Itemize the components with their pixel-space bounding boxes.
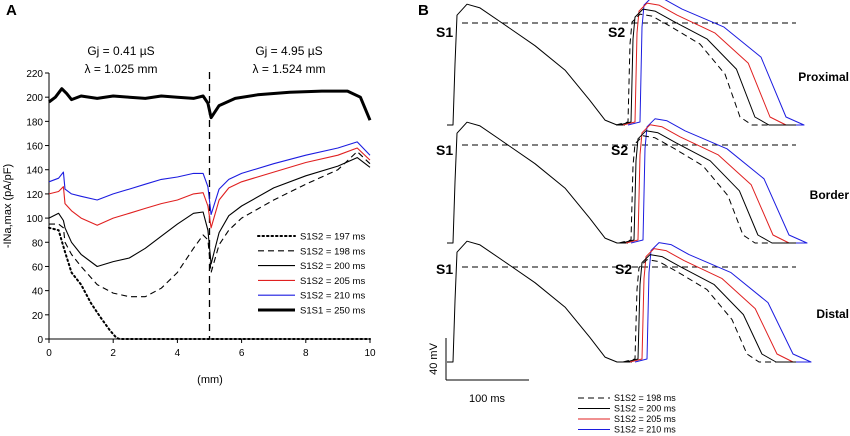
panel-a-label: A — [6, 2, 17, 19]
a-x-tick-label: 6 — [239, 348, 245, 359]
a-y-tick-label: 120 — [26, 190, 43, 201]
b-s2-label: S2 — [615, 261, 632, 277]
a-right-gj: Gj = 4.95 µS — [255, 44, 322, 58]
b-s2-trace-1 — [621, 130, 796, 244]
b-s2-label: S2 — [608, 24, 625, 40]
a-legend-label: S1S2 = 205 ms — [300, 276, 365, 287]
b-scale-time: 100 ms — [469, 393, 506, 405]
a-series-group — [48, 87, 372, 340]
b-s1-trace — [447, 3, 625, 126]
a-y-tick-label: 80 — [32, 238, 44, 249]
a-x-ticks: 0 2 4 6 8 10 — [46, 339, 376, 359]
b-s1-label: S1 — [436, 142, 453, 158]
a-right-lambda: λ = 1.524 mm — [252, 62, 325, 76]
a-legend-label: S1S2 = 197 ms — [300, 232, 365, 243]
a-y-ticks: 0 20 40 60 80 100 120 140 160 180 200 220 — [26, 69, 49, 346]
b-s2-trace-0 — [615, 13, 796, 126]
a-y-tick-label: 40 — [32, 287, 44, 298]
a-y-tick-label: 60 — [32, 262, 44, 273]
b-s1-label: S1 — [436, 24, 453, 40]
b-s1-label: S1 — [436, 261, 453, 277]
b-s2-trace-3 — [630, 118, 808, 244]
b-legend-label: S1S2 = 205 ms — [614, 414, 676, 424]
a-left-gj: Gj = 0.41 µS — [87, 44, 154, 58]
b-scale-voltage: 40 mV — [428, 342, 440, 374]
a-y-label: -INa,max (pA/pF) — [2, 164, 14, 248]
b-s1-trace — [447, 240, 632, 363]
a-left-lambda: λ = 1.025 mm — [84, 62, 157, 76]
a-y-tick-label: 180 — [26, 117, 43, 128]
a-series-line-3 — [48, 147, 371, 229]
b-s2-trace-0 — [622, 259, 796, 363]
panel-a: A 0 20 40 60 80 100 120 140 160 180 200 220 0 2 4 6 8 10… — [2, 2, 376, 386]
b-s2-trace-3 — [627, 0, 805, 126]
b-row-label: Distal — [816, 307, 849, 321]
a-series-line-0 — [48, 226, 371, 340]
a-y-tick-label: 140 — [26, 166, 43, 177]
a-y-tick-label: 0 — [37, 335, 43, 346]
a-x-tick-label: 4 — [175, 348, 181, 359]
a-legend: S1S2 = 197 ms S1S2 = 198 ms S1S2 = 200 ms S… — [257, 232, 365, 317]
a-y-tick-label: 20 — [32, 311, 44, 322]
panel-b-label: B — [418, 2, 429, 19]
b-s2-trace-1 — [618, 8, 796, 126]
a-x-tick-label: 2 — [110, 348, 116, 359]
b-s2-trace-1 — [625, 254, 796, 363]
a-x-tick-label: 10 — [364, 348, 376, 359]
b-row-label: Proximal — [798, 70, 849, 84]
panel-b: B S1 S2 Proximal S1 S2 Border S1 S2 Distal 40 mV… — [418, 0, 849, 435]
b-s2-label: S2 — [611, 142, 628, 158]
b-s2-trace-2 — [629, 248, 796, 363]
b-s2-trace-0 — [618, 135, 796, 244]
a-y-tick-label: 200 — [26, 93, 43, 104]
b-row-label: Border — [810, 188, 850, 202]
a-legend-label: S1S2 = 200 ms — [300, 261, 365, 272]
a-series-line-5 — [48, 87, 372, 121]
b-legend-label: S1S2 = 200 ms — [614, 404, 676, 414]
b-s2-trace-2 — [622, 2, 796, 126]
b-legend-label: S1S2 = 198 ms — [614, 393, 676, 403]
a-x-label: (mm) — [197, 374, 223, 386]
b-traces — [447, 0, 812, 363]
a-y-tick-label: 160 — [26, 142, 43, 153]
a-y-tick-label: 220 — [26, 69, 43, 80]
a-series-line-4 — [48, 141, 371, 216]
b-s2-trace-2 — [625, 124, 796, 244]
a-legend-label: S1S2 = 198 ms — [300, 246, 365, 257]
a-series-line-2 — [48, 157, 371, 268]
b-s1-trace — [447, 121, 628, 244]
a-y-tick-label: 100 — [26, 214, 43, 225]
a-x-tick-label: 8 — [303, 348, 309, 359]
a-series-line-1 — [49, 151, 371, 298]
a-legend-label: S1S1 = 250 ms — [300, 306, 365, 317]
b-labels: S1 S2 Proximal S1 S2 Border S1 S2 Distal — [436, 24, 849, 321]
a-x-tick-label: 0 — [46, 348, 52, 359]
a-legend-label: S1S2 = 210 ms — [300, 291, 365, 302]
b-legend-label: S1S2 = 210 ms — [614, 425, 676, 435]
b-s2-trace-3 — [634, 242, 812, 363]
